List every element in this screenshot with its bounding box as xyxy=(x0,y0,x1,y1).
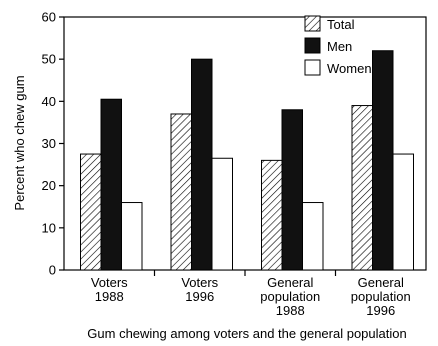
legend-label-men: Men xyxy=(327,39,352,54)
bar-total-1 xyxy=(80,153,102,271)
bar-men-4 xyxy=(372,50,394,271)
bar-men-1 xyxy=(100,98,122,271)
bar-total-4 xyxy=(351,105,373,271)
y-tick-label: 40 xyxy=(42,94,56,109)
chart-caption: Gum chewing among voters and the general… xyxy=(87,326,406,341)
x-category-label: General population 1996 xyxy=(351,275,411,318)
legend-swatch-men xyxy=(304,37,321,54)
y-axis-label: Percent who chew gum xyxy=(12,75,27,210)
bar-men-2 xyxy=(191,58,213,271)
legend-label-women: Women xyxy=(327,61,372,76)
y-tick-label: 0 xyxy=(49,263,56,278)
x-category-label: General population 1988 xyxy=(260,275,320,318)
bar-total-2 xyxy=(170,113,192,271)
bar-men-3 xyxy=(281,109,303,271)
y-tick-label: 10 xyxy=(42,220,56,235)
legend-label-total: Total xyxy=(327,17,355,32)
bar-women-4 xyxy=(392,153,414,271)
y-tick-label: 30 xyxy=(42,136,56,151)
x-category-label: Voters 1988 xyxy=(91,275,128,304)
legend-swatch-total xyxy=(304,15,321,32)
bar-women-3 xyxy=(302,202,324,271)
x-category-label: Voters 1996 xyxy=(181,275,218,304)
y-tick-label: 20 xyxy=(42,178,56,193)
y-tick-label: 50 xyxy=(42,52,56,67)
bar-women-1 xyxy=(121,202,143,271)
bar-total-3 xyxy=(261,159,283,271)
plot-area: 0 10 20 30 40 50 60 Voters 1988 Voters 1996 General… xyxy=(42,10,427,318)
y-tick-label: 60 xyxy=(42,10,56,25)
legend-swatch-women xyxy=(304,59,321,76)
bar-women-2 xyxy=(211,157,233,271)
